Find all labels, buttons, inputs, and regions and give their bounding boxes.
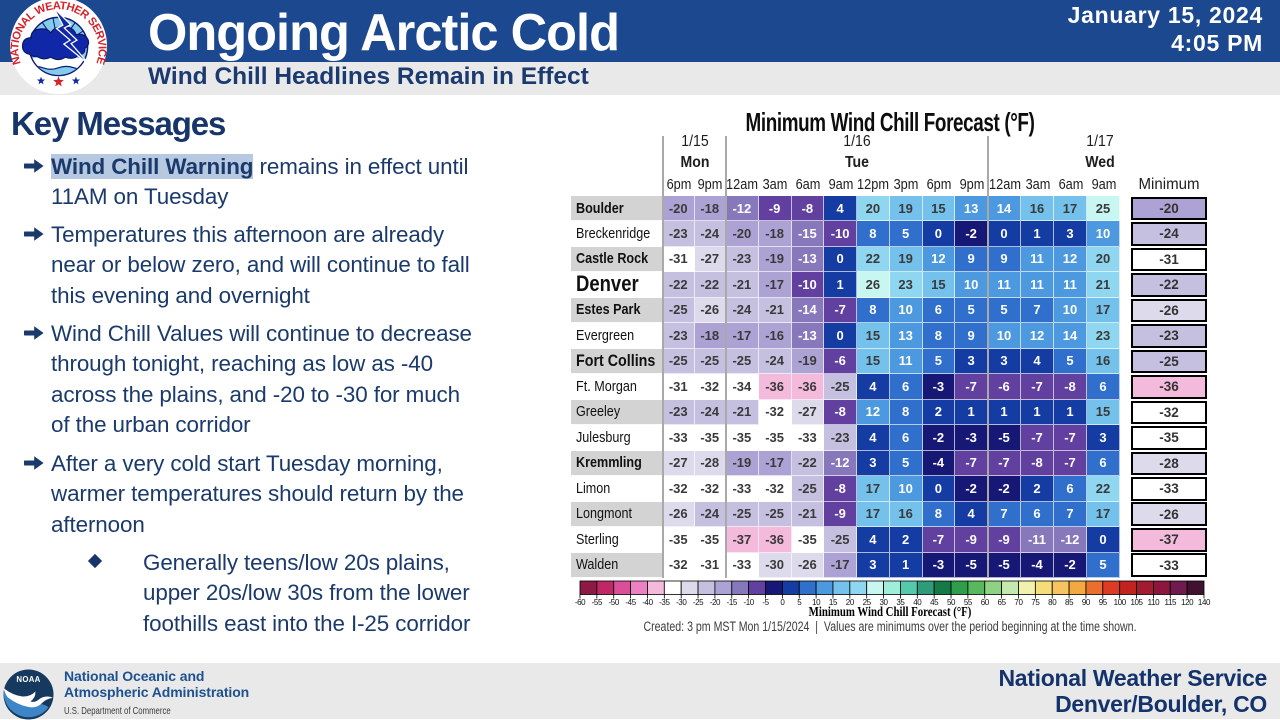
svg-text:NOAA: NOAA bbox=[16, 675, 40, 684]
